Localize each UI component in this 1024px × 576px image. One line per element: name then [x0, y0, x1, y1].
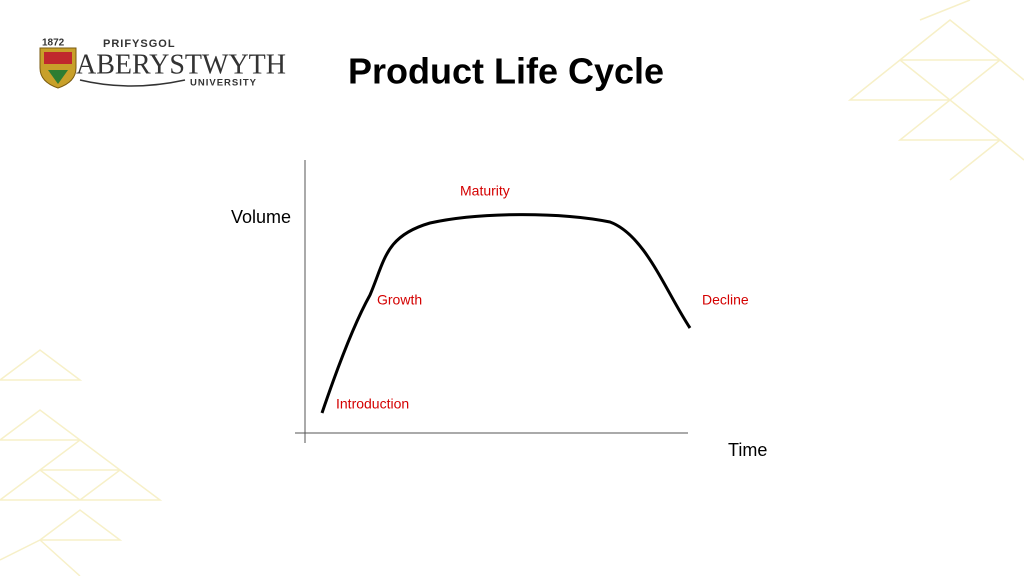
x-axis-label: Time — [728, 440, 767, 460]
diagram: Volume Time Introduction Growth Maturity… — [231, 160, 767, 460]
y-axis-label: Volume — [231, 207, 291, 227]
stage-label: Introduction — [336, 396, 409, 412]
logo-name: ABERYSTWYTH — [76, 49, 286, 80]
logo-shield-base — [48, 70, 68, 84]
slide-title: Product Life Cycle — [348, 51, 664, 92]
logo-bottom: UNIVERSITY — [190, 78, 257, 89]
logo: 1872 PRIFYSGOL ABERYSTWYTH UNIVERSITY — [39, 38, 286, 89]
logo-swoosh — [79, 79, 186, 87]
logo-year: 1872 — [42, 38, 65, 49]
logo-top: PRIFYSGOL — [103, 38, 176, 50]
stage-label: Decline — [702, 292, 749, 308]
stage-label: Maturity — [460, 183, 510, 199]
stage-label: Growth — [377, 292, 422, 308]
life-cycle-curve — [320, 213, 692, 414]
logo-shield-band — [44, 52, 72, 64]
